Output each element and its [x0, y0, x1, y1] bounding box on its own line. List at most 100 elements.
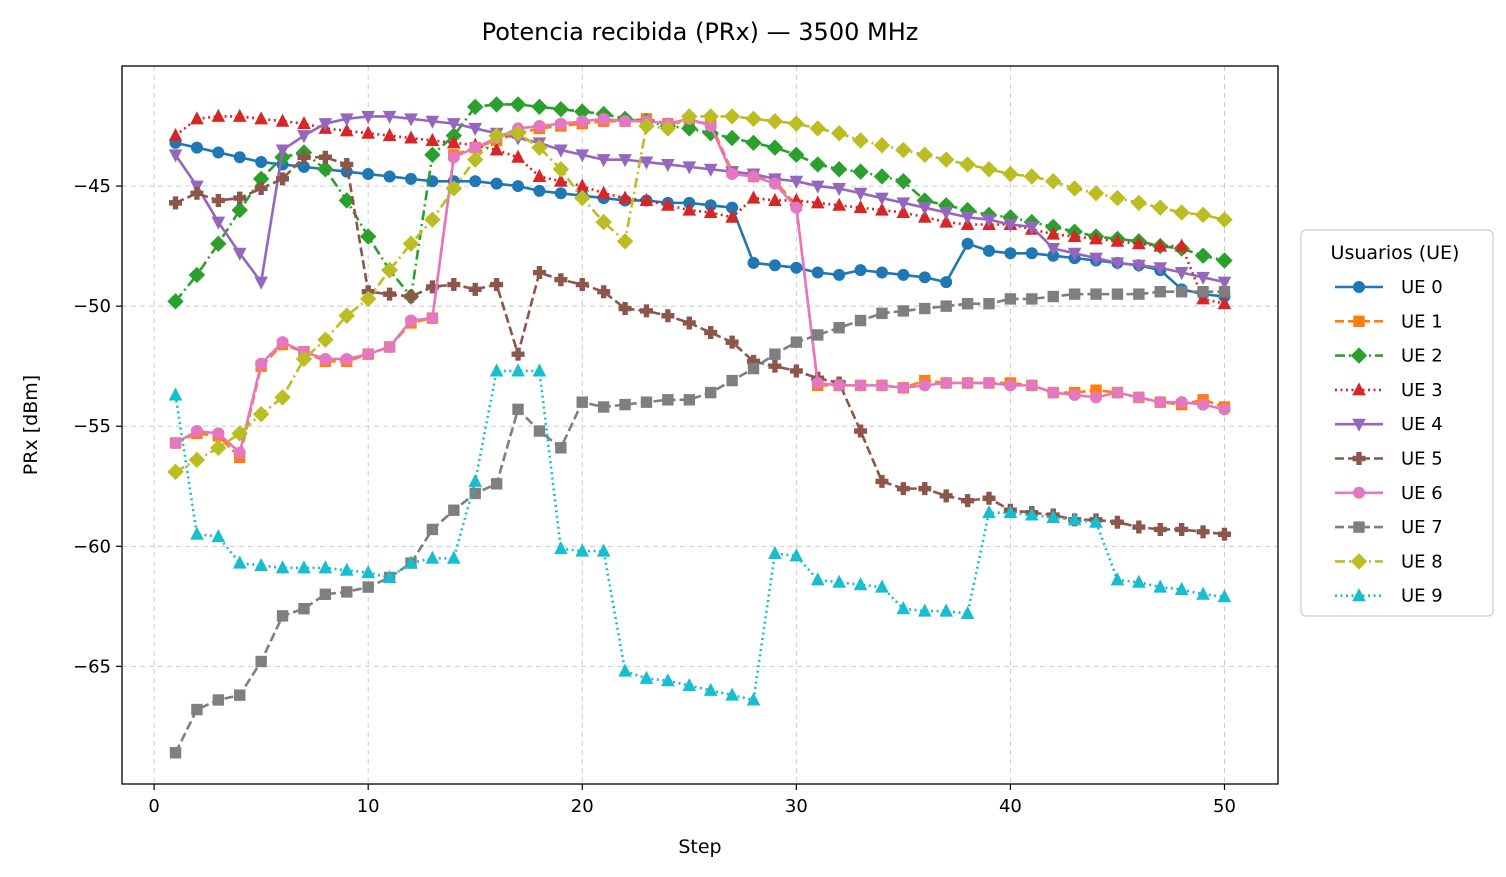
- y-tick-label: −65: [73, 656, 111, 677]
- data-point: [490, 478, 503, 490]
- legend-marker: [1352, 382, 1366, 396]
- data-point: [574, 189, 591, 207]
- data-point: [1024, 507, 1039, 521]
- data-point: [382, 110, 397, 125]
- data-point: [1111, 386, 1124, 399]
- data-point: [659, 120, 677, 137]
- data-point: [211, 216, 226, 230]
- data-point: [554, 173, 568, 187]
- data-point: [681, 120, 698, 137]
- data-point: [1196, 586, 1210, 600]
- data-point: [1197, 398, 1210, 411]
- data-point: [918, 271, 931, 284]
- data-point: [830, 161, 848, 178]
- data-point: [940, 376, 953, 389]
- data-point: [448, 504, 460, 516]
- data-point: [511, 363, 525, 377]
- data-point: [703, 682, 718, 696]
- data-point: [1133, 288, 1145, 300]
- data-point: [1196, 271, 1210, 285]
- data-point: [1068, 288, 1081, 300]
- legend-label: UE 2: [1401, 346, 1443, 367]
- data-point: [830, 125, 848, 142]
- data-point: [405, 172, 417, 185]
- legend-marker: [1353, 315, 1365, 328]
- data-point: [812, 329, 824, 341]
- data-point: [959, 156, 976, 173]
- data-point: [1216, 211, 1233, 228]
- data-point: [746, 692, 761, 706]
- data-point: [362, 348, 375, 361]
- data-point: [1111, 288, 1124, 300]
- data-point: [446, 135, 461, 149]
- data-point: [768, 177, 781, 190]
- data-point: [1089, 231, 1103, 245]
- data-point: [362, 581, 374, 593]
- data-point: [790, 336, 803, 348]
- data-point: [597, 112, 610, 125]
- data-point: [361, 125, 376, 139]
- data-point: [809, 156, 826, 173]
- data-point: [297, 560, 311, 574]
- data-point: [167, 293, 184, 310]
- data-point: [254, 557, 268, 571]
- data-point: [597, 285, 611, 299]
- data-point: [276, 610, 289, 622]
- data-point: [681, 108, 698, 125]
- data-point: [167, 463, 184, 481]
- data-point: [1153, 238, 1168, 252]
- data-point: [723, 129, 741, 147]
- data-point: [1194, 247, 1212, 264]
- data-point: [1153, 579, 1168, 593]
- legend-label: UE 0: [1401, 277, 1443, 298]
- data-point: [276, 172, 290, 186]
- data-point: [1217, 296, 1232, 310]
- data-point: [917, 202, 932, 216]
- data-point: [1023, 168, 1041, 185]
- data-point: [725, 209, 739, 223]
- data-point: [297, 150, 311, 164]
- series-line: [174, 369, 1225, 702]
- data-point: [512, 403, 524, 416]
- data-point: [1132, 574, 1146, 588]
- data-point: [467, 151, 484, 168]
- data-point: [896, 601, 911, 615]
- data-point: [939, 603, 954, 617]
- data-point: [1154, 286, 1166, 298]
- data-point: [919, 302, 931, 315]
- data-point: [169, 437, 182, 450]
- data-point: [833, 268, 846, 281]
- legend-box: [1300, 229, 1494, 617]
- data-point: [254, 111, 268, 125]
- x-tick-label: 10: [357, 796, 380, 817]
- data-point: [1175, 396, 1188, 409]
- data-point: [790, 201, 803, 214]
- data-point: [961, 237, 974, 250]
- data-point: [1174, 238, 1189, 252]
- data-point: [702, 108, 719, 125]
- x-tick-label: 40: [999, 796, 1022, 817]
- data-point: [619, 115, 632, 128]
- data-point: [425, 132, 440, 146]
- data-point: [832, 197, 846, 211]
- data-point: [747, 256, 760, 269]
- legend-marker: [1353, 281, 1365, 293]
- data-point: [683, 394, 695, 406]
- data-point: [873, 168, 891, 185]
- data-point: [381, 261, 398, 279]
- legend: Usuarios (UE) UE 0UE 1UE 2UE 3UE 4UE 5UE…: [1300, 229, 1494, 617]
- data-point: [425, 550, 440, 564]
- data-point: [940, 276, 953, 289]
- data-point: [1153, 262, 1168, 276]
- data-point: [1024, 221, 1039, 235]
- data-point: [682, 677, 697, 692]
- legend-item: UE 0: [1335, 277, 1443, 298]
- data-point: [960, 211, 975, 225]
- data-point: [789, 364, 803, 378]
- data-point: [983, 376, 995, 389]
- data-point: [661, 309, 675, 323]
- legend-label: UE 1: [1401, 311, 1443, 332]
- legend-items: UE 0 UE 1 UE 2 UE 3 UE 4 UE 5 UE 6 UE 7 UE 8 UE 9: [1335, 277, 1443, 607]
- data-point: [982, 505, 996, 519]
